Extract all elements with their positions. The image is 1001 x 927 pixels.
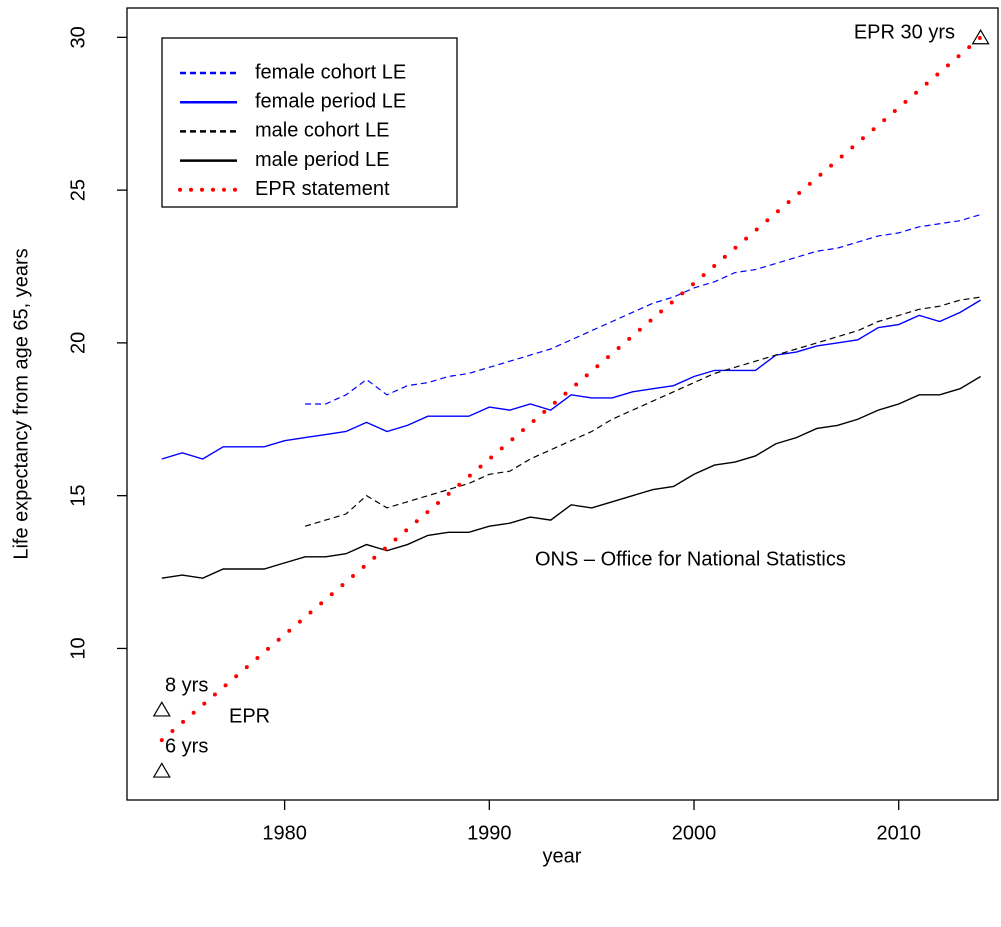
legend-label: EPR statement (255, 178, 390, 200)
y-tick-label: 30 (67, 26, 89, 48)
y-tick-label: 10 (67, 637, 89, 659)
series-line (161, 299, 981, 460)
series-line (161, 375, 981, 579)
legend-label: female period LE (255, 90, 406, 112)
legend-box (161, 37, 458, 208)
legend-label: male cohort LE (255, 120, 390, 142)
legend-label: male period LE (255, 149, 390, 171)
y-tick-label: 25 (67, 179, 89, 201)
y-tick-label: 15 (67, 485, 89, 507)
triangle-point (152, 701, 171, 717)
x-axis-label: year (543, 845, 582, 867)
x-tick-label: 2010 (876, 822, 921, 844)
triangle-point (152, 762, 171, 778)
series-line (304, 296, 981, 527)
annotation: EPR (229, 705, 270, 727)
annotation: 8 yrs (165, 674, 208, 696)
x-tick-label: 1980 (262, 822, 307, 844)
y-tick-label: 20 (67, 332, 89, 354)
legend-label: female cohort LE (255, 61, 406, 83)
plot-frame (126, 7, 999, 801)
annotation: ONS – Office for National Statistics (535, 548, 846, 570)
x-tick-label: 2000 (672, 822, 717, 844)
x-tick-label: 1990 (467, 822, 512, 844)
y-axis-label: Life expectancy from age 65, years (10, 248, 32, 559)
annotation: EPR 30 yrs (854, 21, 955, 43)
triangle-point (971, 28, 990, 45)
series-line (305, 213, 981, 405)
annotation: 6 yrs (165, 735, 208, 757)
